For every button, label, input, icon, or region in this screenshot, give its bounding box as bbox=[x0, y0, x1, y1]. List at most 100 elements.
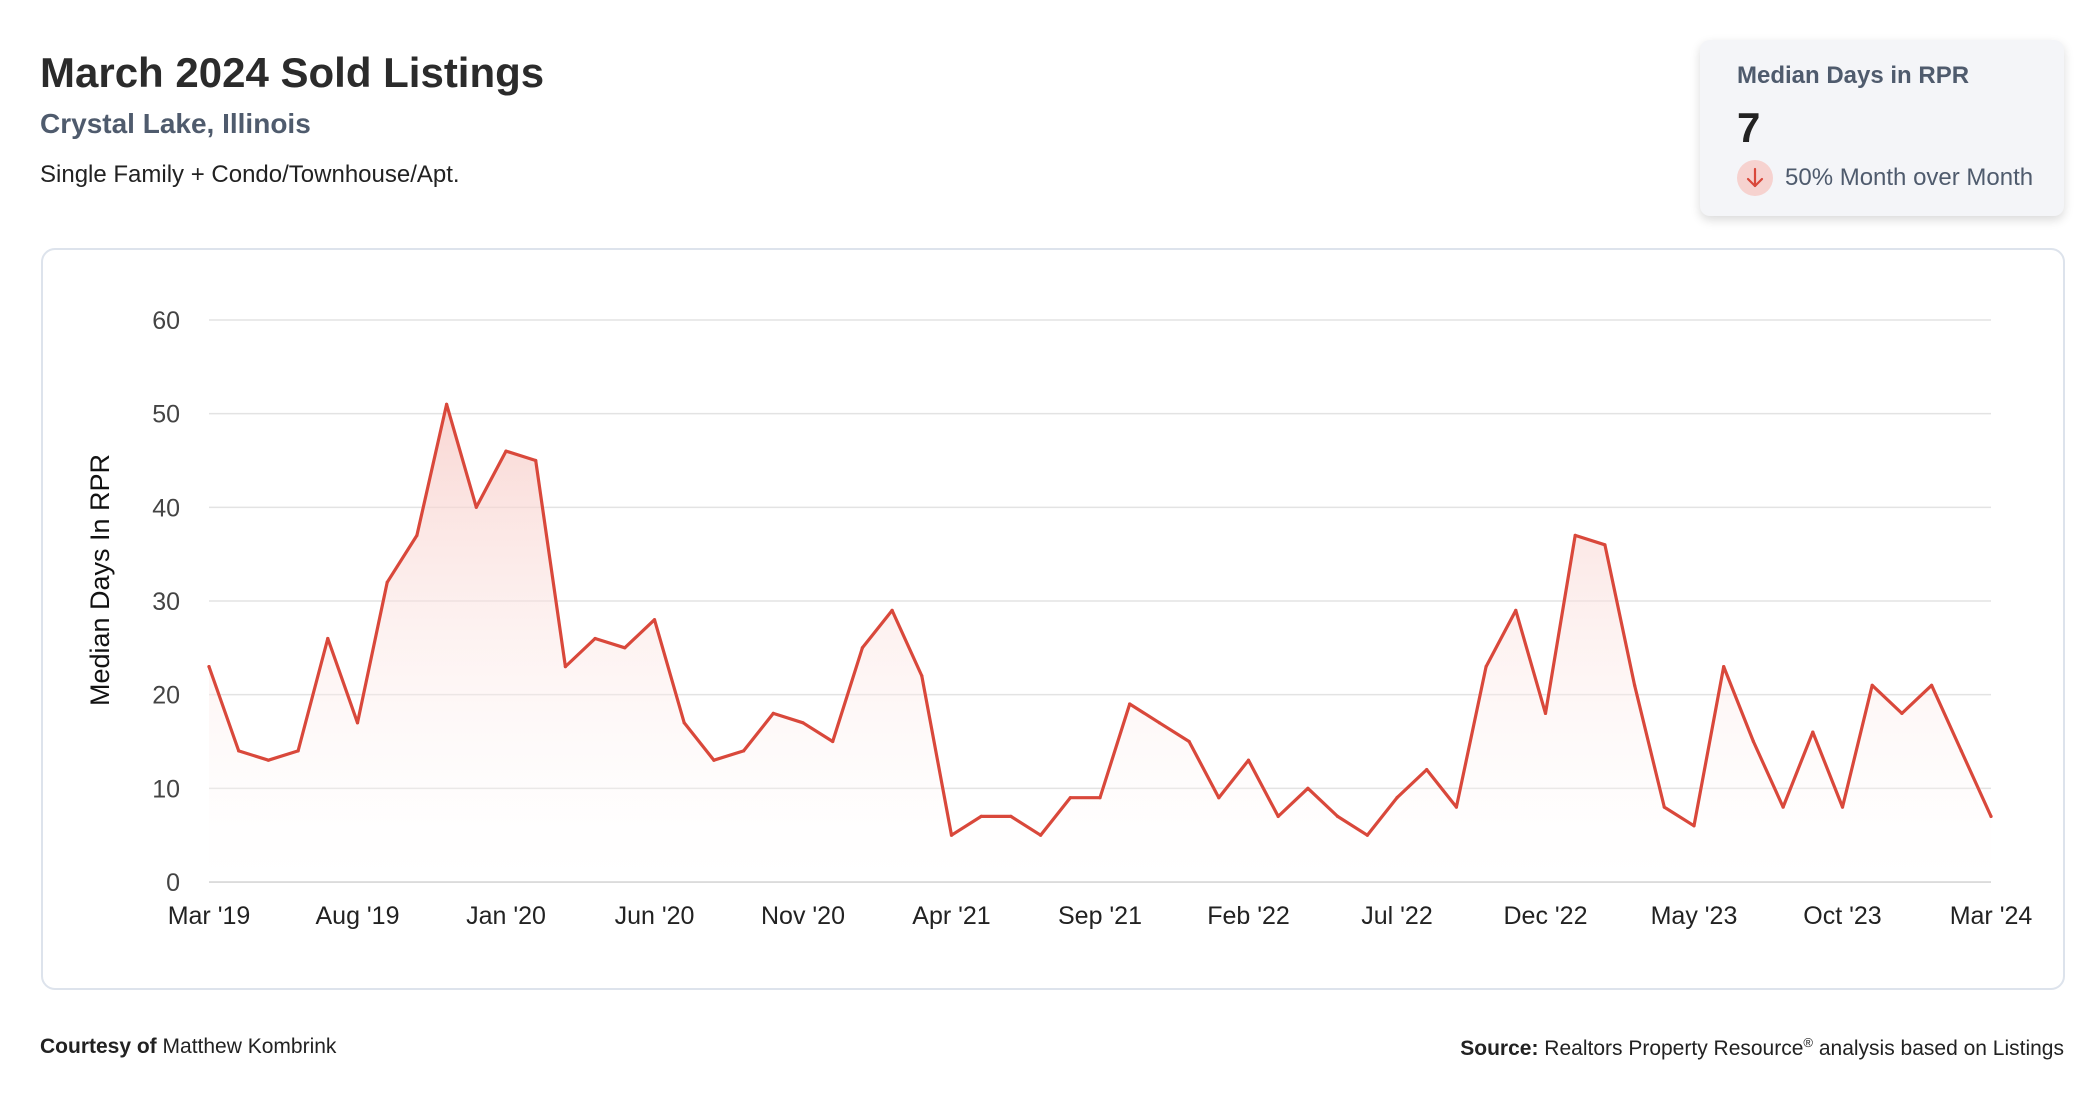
data-point bbox=[1692, 824, 1696, 828]
data-point bbox=[593, 636, 597, 641]
data-point bbox=[979, 814, 983, 819]
x-tick-label: Jul '22 bbox=[1361, 902, 1432, 930]
stat-change-text: 50% Month over Month bbox=[1785, 164, 2034, 191]
data-point bbox=[266, 758, 270, 762]
stat-label: Median Days in RPR bbox=[1737, 62, 1970, 89]
x-tick-label: Mar '19 bbox=[168, 902, 251, 930]
y-tick-label: 0 bbox=[166, 869, 180, 897]
data-point bbox=[385, 580, 389, 584]
data-point bbox=[207, 665, 211, 669]
data-point bbox=[563, 665, 568, 669]
courtesy-name: Matthew Kombrink bbox=[162, 1035, 337, 1058]
data-point bbox=[1959, 749, 1963, 753]
arrow-down-icon bbox=[1737, 160, 1773, 196]
data-point bbox=[1039, 833, 1043, 837]
data-point bbox=[682, 721, 686, 725]
median-days-line-chart: 0 10 20 30 40 50 60 Mar '19 Aug '19 Jan '20 Jun '… bbox=[85, 307, 2033, 930]
source-text-tail: analysis based on Listings bbox=[1813, 1037, 2064, 1060]
x-tick-label: Mar '24 bbox=[1950, 902, 2033, 930]
data-point bbox=[296, 749, 300, 753]
data-point bbox=[415, 533, 419, 537]
x-tick-label: Apr '21 bbox=[912, 902, 990, 930]
data-point bbox=[860, 646, 865, 650]
source-line: Source: Realtors Property Resource® anal… bbox=[1460, 1035, 2064, 1061]
y-tick-label: 60 bbox=[152, 307, 180, 335]
data-point bbox=[801, 721, 805, 725]
data-point bbox=[1454, 805, 1458, 809]
data-point bbox=[623, 646, 627, 650]
courtesy-line: Courtesy of Matthew Kombrink bbox=[40, 1035, 336, 1059]
data-point bbox=[712, 758, 716, 762]
data-point bbox=[920, 674, 924, 678]
source-label: Source: bbox=[1460, 1037, 1539, 1060]
data-point bbox=[1900, 711, 1904, 715]
report-header: March 2024 Sold Listings Crystal Lake, I… bbox=[40, 48, 544, 190]
property-type-label: Single Family + Condo/Townhouse/Apt. bbox=[40, 161, 460, 188]
data-point bbox=[1128, 702, 1132, 706]
data-point bbox=[652, 618, 657, 622]
data-point bbox=[949, 833, 954, 837]
data-point bbox=[1840, 805, 1845, 809]
stat-change: 50% Month over Month bbox=[1737, 160, 2033, 196]
data-point bbox=[890, 608, 894, 612]
data-point bbox=[1543, 711, 1548, 715]
data-point bbox=[1246, 758, 1251, 762]
data-point bbox=[237, 749, 241, 753]
data-point bbox=[1336, 814, 1340, 819]
data-points bbox=[207, 402, 1993, 837]
y-tick-label: 50 bbox=[152, 401, 180, 429]
data-point bbox=[1722, 665, 1726, 669]
data-point bbox=[445, 402, 449, 406]
data-point bbox=[1306, 786, 1310, 790]
source-text: Realtors Property Resource bbox=[1544, 1037, 1804, 1060]
data-point bbox=[1573, 533, 1577, 537]
x-axis-ticks: Mar '19 Aug '19 Jan '20 Jun '20 Nov '20 Apr '… bbox=[168, 902, 2033, 930]
data-point bbox=[1811, 730, 1815, 734]
x-tick-label: Dec '22 bbox=[1504, 902, 1588, 930]
data-point bbox=[1365, 833, 1369, 837]
data-point bbox=[1633, 683, 1637, 687]
page-title: March 2024 Sold Listings bbox=[40, 49, 545, 96]
data-point bbox=[771, 711, 775, 715]
x-tick-label: Jun '20 bbox=[615, 902, 695, 930]
x-tick-label: Feb '22 bbox=[1207, 902, 1290, 930]
y-tick-label: 40 bbox=[152, 494, 180, 522]
data-point bbox=[1514, 608, 1518, 612]
data-point bbox=[1009, 814, 1013, 819]
data-point bbox=[504, 449, 508, 453]
series-area bbox=[209, 404, 1991, 882]
location-label: Crystal Lake, Illinois bbox=[40, 108, 311, 139]
y-tick-label: 30 bbox=[152, 588, 180, 616]
data-point bbox=[1395, 796, 1399, 800]
data-point bbox=[1989, 814, 1993, 819]
stat-value: 7 bbox=[1737, 104, 1761, 151]
data-point bbox=[1870, 683, 1874, 687]
data-point bbox=[1751, 739, 1755, 744]
courtesy-label: Courtesy of bbox=[40, 1035, 157, 1058]
data-point bbox=[1930, 683, 1934, 687]
data-point bbox=[1098, 796, 1102, 800]
data-point bbox=[1781, 805, 1785, 809]
data-point bbox=[355, 721, 360, 725]
registered-mark: ® bbox=[1803, 1035, 1813, 1050]
data-point bbox=[326, 636, 330, 641]
x-tick-label: Sep '21 bbox=[1058, 902, 1142, 930]
y-tick-label: 10 bbox=[152, 775, 180, 803]
data-point bbox=[1217, 796, 1221, 800]
x-tick-label: Jan '20 bbox=[466, 902, 546, 930]
data-point bbox=[1603, 543, 1607, 547]
chart-panel: 0 10 20 30 40 50 60 Mar '19 Aug '19 Jan '20 Jun '… bbox=[41, 248, 2065, 990]
data-point bbox=[1187, 739, 1191, 744]
x-tick-label: Aug '19 bbox=[315, 902, 399, 930]
y-axis-label: Median Days In RPR bbox=[85, 454, 115, 706]
data-point bbox=[534, 458, 538, 463]
y-axis-ticks: 0 10 20 30 40 50 60 bbox=[152, 307, 180, 897]
data-point bbox=[474, 505, 478, 509]
data-point bbox=[1484, 665, 1488, 669]
data-point bbox=[1068, 796, 1072, 800]
data-point bbox=[742, 749, 746, 753]
x-tick-label: May '23 bbox=[1651, 902, 1738, 930]
data-point bbox=[1276, 814, 1280, 819]
data-point bbox=[1662, 805, 1666, 809]
x-tick-label: Nov '20 bbox=[761, 902, 845, 930]
